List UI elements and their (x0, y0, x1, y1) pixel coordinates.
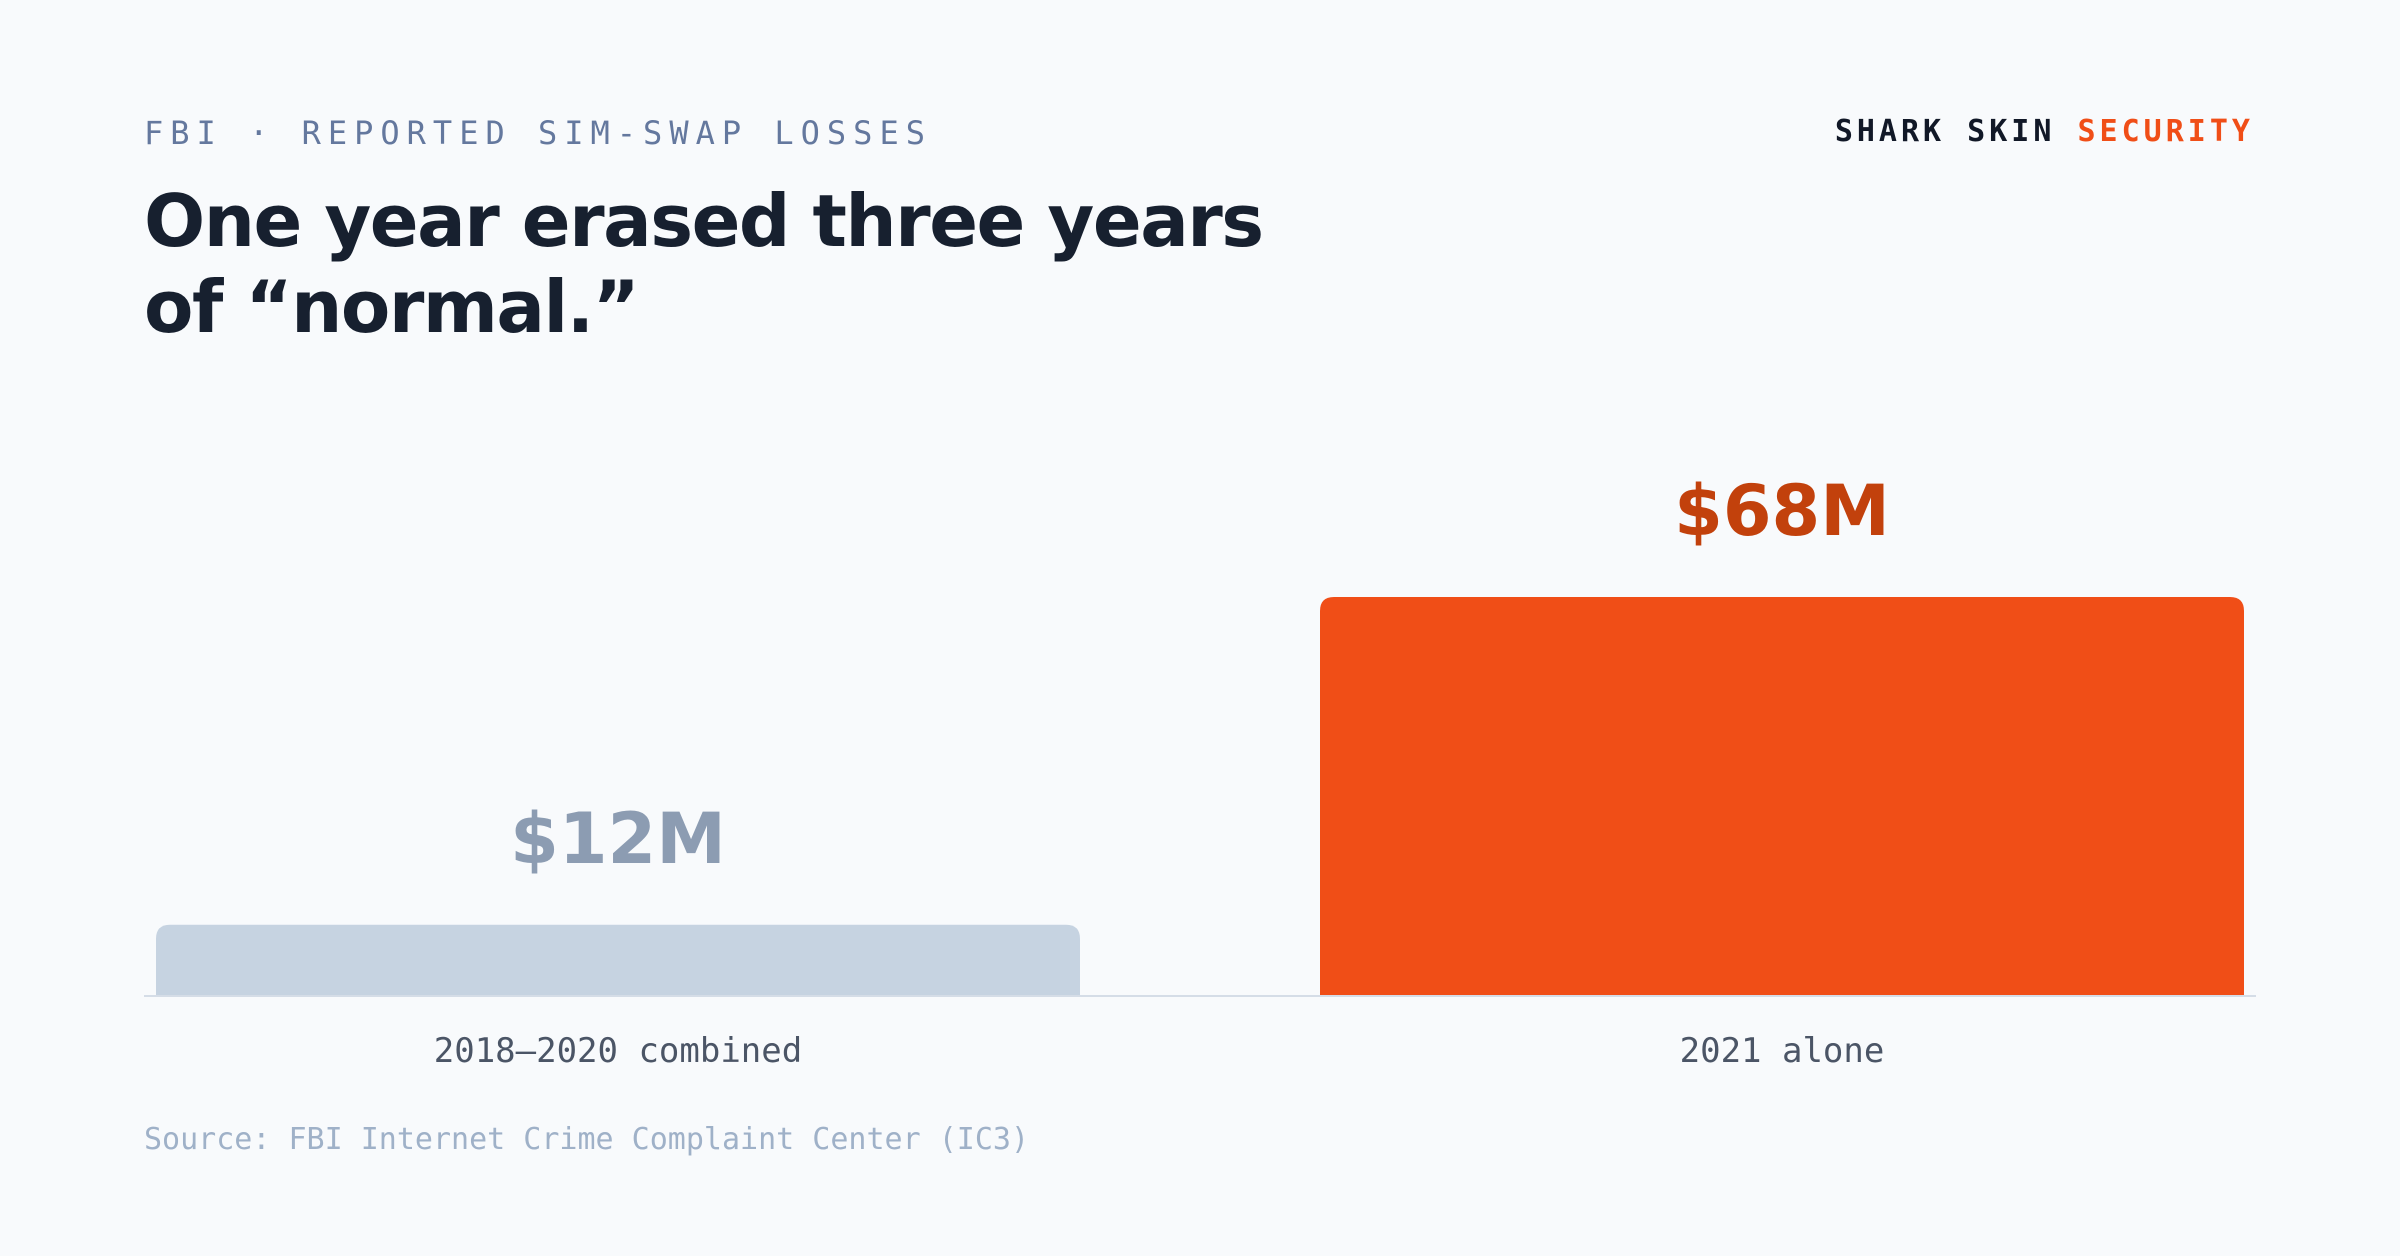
source-note: Source: FBI Internet Crime Complaint Cen… (144, 1122, 1030, 1157)
bar-value-label-2: $68M (1674, 470, 1890, 552)
chart-title: One year erased three years of “normal.” (144, 179, 1264, 349)
bar-1 (156, 924, 1080, 995)
chart-eyebrow: FBI · REPORTED SIM-SWAP LOSSES (144, 114, 932, 152)
brand-logo: SHARK SKIN SECURITY (1835, 114, 2254, 149)
bar-value-label-1: $12M (510, 798, 726, 880)
category-label-2: 2021 alone (1680, 1031, 1885, 1071)
bar-2 (1320, 597, 2244, 995)
category-label-1: 2018–2020 combined (434, 1031, 802, 1071)
brand-accent: SECURITY (2077, 114, 2254, 149)
brand-name: SHARK SKIN (1834, 114, 2056, 149)
